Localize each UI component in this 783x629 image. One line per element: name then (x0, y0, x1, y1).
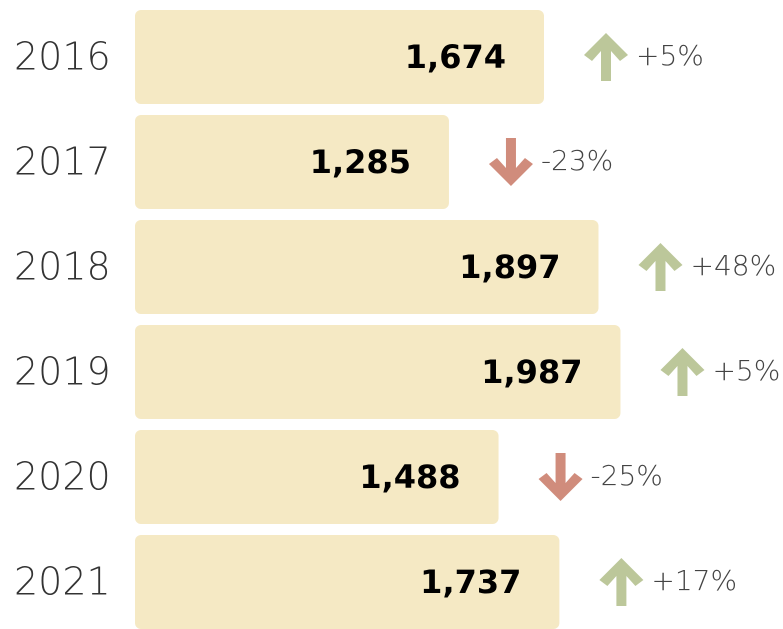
year-label: 2020 (14, 455, 111, 499)
bar (135, 220, 599, 314)
bar (135, 535, 560, 629)
change-label: -25% (591, 459, 663, 492)
down-arrow (538, 453, 583, 501)
year-label: 2018 (14, 245, 111, 289)
value-label: 1,285 (310, 143, 411, 181)
up-arrow (638, 243, 683, 291)
change-label: +5% (712, 354, 780, 387)
up-arrow (584, 33, 628, 81)
bar (135, 10, 544, 104)
value-label: 1,488 (359, 458, 460, 496)
bar (135, 115, 449, 209)
value-label: 1,737 (420, 563, 521, 601)
value-label: 1,897 (459, 248, 560, 286)
year-label: 2019 (14, 350, 111, 394)
change-label: -23% (541, 144, 613, 177)
change-label: +48% (690, 249, 776, 282)
value-label: 1,674 (405, 38, 506, 76)
down-arrow (488, 138, 533, 186)
change-label: +17% (651, 564, 737, 597)
change-label: +5% (636, 39, 704, 72)
value-label: 1,987 (481, 353, 582, 391)
year-label: 2016 (14, 35, 111, 79)
year-label: 2021 (14, 560, 111, 604)
up-arrow (599, 558, 644, 606)
year-label: 2017 (14, 140, 111, 184)
up-arrow (660, 348, 705, 396)
bar (135, 325, 621, 419)
bar (135, 430, 499, 524)
